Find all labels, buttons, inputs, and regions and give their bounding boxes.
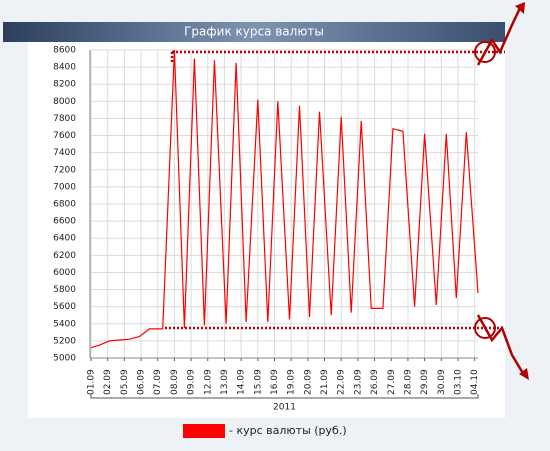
series-line bbox=[90, 49, 479, 349]
x-tick-label: 20.09 bbox=[303, 369, 313, 395]
y-tick-label: 5800 bbox=[53, 285, 76, 295]
x-tick-label: 06.09 bbox=[137, 369, 147, 395]
x-tick-label: 14.09 bbox=[237, 369, 247, 395]
x-tick-label: 30.09 bbox=[437, 369, 447, 395]
y-tick-label: 6400 bbox=[53, 234, 76, 244]
y-tick-label: 7200 bbox=[53, 165, 76, 175]
arrow-head bbox=[515, 2, 525, 14]
x-tick-label: 13.09 bbox=[220, 369, 230, 395]
annotation-circle bbox=[474, 317, 496, 339]
title-bar bbox=[3, 22, 505, 42]
chart-title: График курса валюты bbox=[184, 25, 324, 39]
y-tick-label: 7400 bbox=[53, 148, 76, 158]
x-tick-label: 12.09 bbox=[203, 369, 213, 395]
arrow-head bbox=[519, 368, 529, 380]
x-axis-label: 2011 bbox=[273, 403, 296, 413]
x-tick-label: 29.09 bbox=[420, 369, 430, 395]
x-tick-label: 22.09 bbox=[337, 369, 347, 395]
y-tick-label: 5600 bbox=[53, 302, 76, 312]
x-tick-label: 02.09 bbox=[103, 369, 113, 395]
up-arrow bbox=[476, 7, 522, 66]
chart-panel bbox=[28, 42, 505, 418]
x-tick-label: 23.09 bbox=[353, 369, 363, 395]
y-tick-label: 7600 bbox=[53, 131, 76, 141]
y-tick-label: 7000 bbox=[53, 182, 76, 192]
x-tick-label: 15.09 bbox=[253, 369, 263, 395]
x-tick-label: 04.10 bbox=[470, 369, 480, 395]
x-tick-label: 05.09 bbox=[120, 369, 130, 395]
y-tick-label: 7800 bbox=[53, 114, 76, 124]
y-tick-label: 6200 bbox=[53, 251, 76, 261]
y-tick-label: 8600 bbox=[53, 46, 76, 56]
y-tick-label: 5200 bbox=[53, 336, 76, 346]
y-tick-label: 8000 bbox=[53, 97, 76, 107]
down-arrow bbox=[476, 314, 526, 376]
legend-label: - курс валюты (руб.) bbox=[229, 424, 347, 437]
y-tick-label: 8200 bbox=[53, 80, 76, 90]
y-tick-label: 5000 bbox=[53, 354, 76, 364]
x-tick-label: 16.09 bbox=[270, 369, 280, 395]
legend-swatch bbox=[183, 424, 225, 438]
x-tick-label: 08.09 bbox=[170, 369, 180, 395]
annotation-circle bbox=[474, 41, 496, 63]
y-tick-label: 6800 bbox=[53, 200, 76, 210]
x-tick-label: 09.09 bbox=[187, 369, 197, 395]
x-tick-label: 27.09 bbox=[387, 369, 397, 395]
x-tick-label: 07.09 bbox=[153, 369, 163, 395]
legend: - курс валюты (руб.) bbox=[183, 424, 347, 438]
x-tick-label: 28.09 bbox=[403, 369, 413, 395]
x-tick-label: 21.09 bbox=[320, 369, 330, 395]
y-tick-label: 5400 bbox=[53, 319, 76, 329]
y-tick-label: 6600 bbox=[53, 217, 76, 227]
y-tick-label: 8400 bbox=[53, 63, 76, 73]
x-bracket bbox=[90, 394, 479, 399]
y-tick-label: 6000 bbox=[53, 268, 76, 278]
x-tick-label: 26.09 bbox=[370, 369, 380, 395]
plot: 5000 5200 5400 5600 5800 6000 6200 6400 6600 6800… bbox=[53, 46, 480, 413]
x-tick-label: 19.09 bbox=[287, 369, 297, 395]
x-tick-label: 03.10 bbox=[453, 369, 463, 395]
x-tick-label: 01.09 bbox=[87, 369, 97, 395]
